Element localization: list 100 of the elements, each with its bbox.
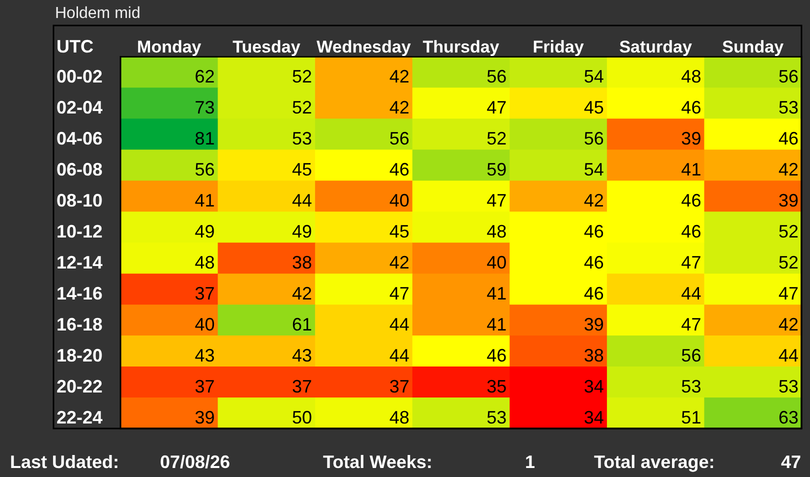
y-tick-label: 12-14 <box>56 252 103 273</box>
data-label: 53 <box>486 408 507 428</box>
y-tick-label: 06-08 <box>56 160 103 180</box>
data-label: 46 <box>584 222 604 242</box>
data-label: 73 <box>194 98 215 118</box>
data-label: 44 <box>681 284 702 304</box>
data-label: 61 <box>292 314 312 335</box>
text: 47 <box>780 452 801 472</box>
y-tick-label: 22-24 <box>56 408 103 428</box>
data-label: 56 <box>194 160 215 180</box>
data-label: 46 <box>681 190 702 211</box>
y-tick-label: 18-20 <box>56 346 103 366</box>
data-label: 41 <box>486 284 507 304</box>
data-label: 40 <box>194 314 215 335</box>
y-tick-label: 02-04 <box>56 98 103 118</box>
data-label: 42 <box>292 284 312 304</box>
y-axis-title: UTC <box>56 36 94 57</box>
data-label: 48 <box>389 408 410 428</box>
data-label: 46 <box>681 222 702 242</box>
data-label: 44 <box>389 346 410 366</box>
data-label: 81 <box>194 128 215 149</box>
data-label: 42 <box>778 314 798 335</box>
y-tick-label: 20-22 <box>56 376 103 397</box>
data-label: 42 <box>389 98 410 118</box>
data-label: 46 <box>486 346 507 366</box>
data-label: 49 <box>194 222 215 242</box>
text: 1 <box>524 452 535 472</box>
data-label: 56 <box>778 66 798 87</box>
data-label: 44 <box>389 314 410 335</box>
data-label: 41 <box>486 314 507 335</box>
y-tick-label: 00-02 <box>56 66 103 87</box>
data-label: 53 <box>292 128 312 149</box>
data-label: 44 <box>778 346 798 366</box>
data-label: 47 <box>486 98 507 118</box>
data-label: 52 <box>292 98 312 118</box>
text: Total average: <box>594 452 715 472</box>
data-label: 43 <box>292 346 312 366</box>
data-label: 45 <box>292 160 312 180</box>
data-label: 56 <box>681 346 702 366</box>
data-label: 45 <box>584 98 604 118</box>
data-label: 46 <box>584 252 604 273</box>
data-label: 44 <box>292 190 312 211</box>
data-label: 39 <box>681 128 702 149</box>
data-label: 62 <box>194 66 215 87</box>
data-label: 48 <box>681 66 702 87</box>
data-label: 46 <box>681 98 702 118</box>
y-tick-label: 10-12 <box>56 222 103 242</box>
data-label: 56 <box>486 66 507 87</box>
data-label: 56 <box>389 128 410 149</box>
data-label: 51 <box>681 408 702 428</box>
data-label: 34 <box>584 376 604 397</box>
data-label: 46 <box>778 128 798 149</box>
text: Last Udated: <box>10 452 120 472</box>
data-label: 42 <box>584 190 604 211</box>
data-label: 46 <box>389 160 410 180</box>
x-tick-label: Thursday <box>422 38 500 57</box>
data-label: 38 <box>584 346 604 366</box>
data-label: 56 <box>584 128 604 149</box>
data-label: 42 <box>389 252 410 273</box>
y-tick-label: 04-06 <box>56 128 103 149</box>
data-label: 53 <box>778 98 798 118</box>
data-label: 37 <box>389 376 410 397</box>
data-label: 54 <box>584 160 604 180</box>
data-label: 47 <box>389 284 410 304</box>
data-label: 40 <box>486 252 507 273</box>
data-label: 39 <box>778 190 798 211</box>
x-tick-label: Tuesday <box>232 38 301 57</box>
data-label: 48 <box>194 252 215 273</box>
data-label: 37 <box>194 376 215 397</box>
x-tick-label: Wednesday <box>316 38 412 57</box>
y-tick-label: 16-18 <box>56 314 103 335</box>
x-tick-label: Friday <box>532 38 584 57</box>
data-label: 45 <box>389 222 410 242</box>
data-label: 53 <box>681 376 702 397</box>
data-label: 46 <box>584 284 604 304</box>
data-label: 54 <box>584 66 604 87</box>
text: Total Weeks: <box>323 452 432 472</box>
data-label: 37 <box>292 376 312 397</box>
data-label: 43 <box>194 346 215 366</box>
data-label: 47 <box>778 284 798 304</box>
text: 07/08/26 <box>160 452 230 472</box>
data-label: 37 <box>194 284 215 304</box>
data-label: 59 <box>486 160 507 180</box>
data-label: 35 <box>486 376 507 397</box>
data-label: 41 <box>681 160 702 180</box>
data-label: 39 <box>584 314 604 335</box>
data-label: 48 <box>486 222 507 242</box>
data-label: 42 <box>778 160 798 180</box>
x-tick-label: Sunday <box>722 38 784 57</box>
data-label: 50 <box>292 408 312 428</box>
data-label: 53 <box>778 376 798 397</box>
x-tick-label: Monday <box>137 38 202 57</box>
y-tick-label: 08-10 <box>56 190 103 211</box>
x-tick-label: Saturday <box>619 38 692 57</box>
data-label: 52 <box>486 128 507 149</box>
data-label: 52 <box>292 66 312 87</box>
data-label: 49 <box>292 222 312 242</box>
data-label: 34 <box>584 408 604 428</box>
data-label: 52 <box>778 252 798 273</box>
data-label: 39 <box>194 408 215 428</box>
